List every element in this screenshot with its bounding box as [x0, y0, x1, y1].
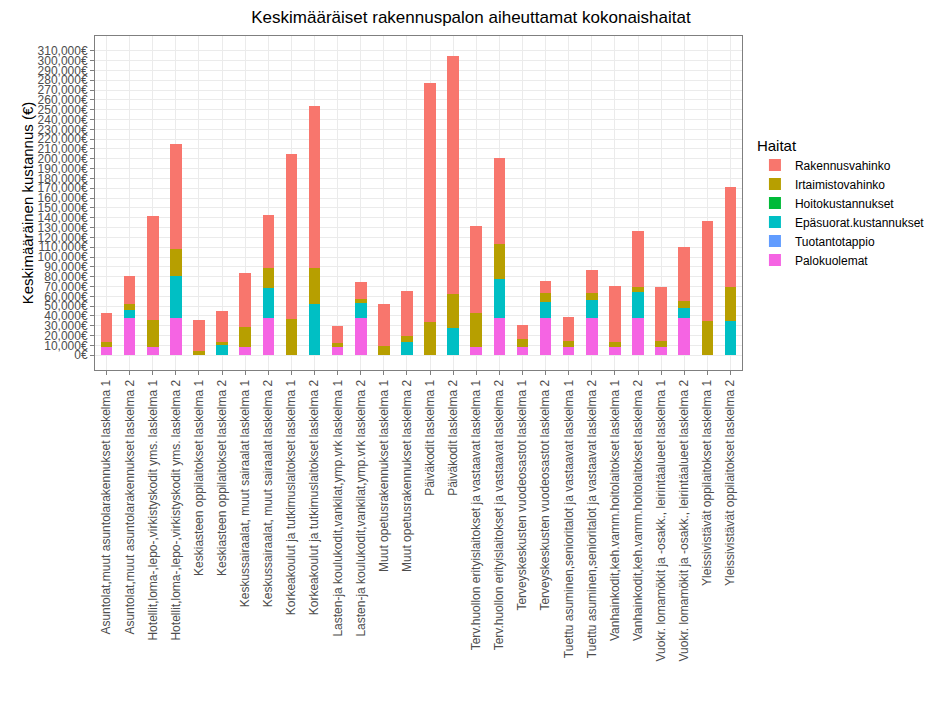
- svg-text:120,000€: 120,000€: [38, 231, 88, 245]
- svg-text:30,000€: 30,000€: [44, 319, 88, 333]
- svg-text:170,000€: 170,000€: [38, 181, 88, 195]
- svg-text:250,000€: 250,000€: [38, 103, 88, 117]
- svg-text:140,000€: 140,000€: [38, 211, 88, 225]
- svg-text:Hotellit,loma-,lepo-,virkistys: Hotellit,loma-,lepo-,virkistyskodit yms.…: [146, 379, 160, 640]
- svg-text:Tuettu asuminen,senioritalot j: Tuettu asuminen,senioritalot ja vastaava…: [562, 379, 576, 658]
- svg-text:100,000€: 100,000€: [38, 250, 88, 264]
- svg-text:Päiväkodit laskelma 2: Päiväkodit laskelma 2: [446, 379, 460, 495]
- svg-text:Irtaimistovahinko: Irtaimistovahinko: [795, 178, 885, 192]
- svg-text:Vuokr. lomamökit ja -osakk., l: Vuokr. lomamökit ja -osakk., leirintäalu…: [677, 379, 691, 661]
- svg-text:Terveyskeskusten vuodeosastot: Terveyskeskusten vuodeosastot laskelma 1: [515, 379, 529, 610]
- svg-text:40,000€: 40,000€: [44, 309, 88, 323]
- svg-text:90,000€: 90,000€: [44, 260, 88, 274]
- svg-text:Vuokr. lomamökit ja -osakk., l: Vuokr. lomamökit ja -osakk., leirintäalu…: [654, 379, 668, 661]
- svg-text:Keskiasteen oppilaitokset lask: Keskiasteen oppilaitokset laskelma 2: [215, 379, 229, 575]
- svg-text:Keskimääräiset rakennuspalon a: Keskimääräiset rakennuspalon aiheuttamat…: [251, 8, 691, 27]
- svg-text:Korkeakoulut ja tutkimuslaitok: Korkeakoulut ja tutkimuslaitokset laskel…: [307, 379, 321, 615]
- svg-text:Vanhainkodit,keh.vamm.hoitolai: Vanhainkodit,keh.vamm.hoitolaitokset las…: [631, 379, 645, 641]
- svg-text:Keskussairaalat, muut sairaala: Keskussairaalat, muut sairaalat laskelma…: [261, 379, 275, 607]
- svg-text:Haitat: Haitat: [757, 137, 797, 154]
- svg-text:Korkeakoulut ja tutkimuslaitok: Korkeakoulut ja tutkimuslaitokset laskel…: [284, 379, 298, 615]
- svg-text:Palokuolemat: Palokuolemat: [795, 254, 868, 268]
- svg-text:200,000€: 200,000€: [38, 152, 88, 166]
- svg-text:Yleissivistävät oppilaitokset: Yleissivistävät oppilaitokset laskelma 2: [723, 379, 737, 585]
- svg-text:Lasten-ja koulukodit,vankilat,: Lasten-ja koulukodit,vankilat,ymp.vrk la…: [331, 379, 345, 636]
- svg-text:Epäsuorat.kustannukset: Epäsuorat.kustannukset: [795, 216, 924, 230]
- svg-text:270,000€: 270,000€: [38, 83, 88, 97]
- svg-text:210,000€: 210,000€: [38, 142, 88, 156]
- svg-text:Tuotantotappio: Tuotantotappio: [795, 235, 875, 249]
- svg-text:Muut opetusrakennukset laskelm: Muut opetusrakennukset laskelma 2: [400, 379, 414, 571]
- svg-text:Tuettu asuminen,senioritalot j: Tuettu asuminen,senioritalot ja vastaava…: [585, 379, 599, 658]
- svg-text:Lasten-ja koulukodit,vankilat,: Lasten-ja koulukodit,vankilat,ymp.vrk la…: [354, 379, 368, 636]
- svg-text:290,000€: 290,000€: [38, 64, 88, 78]
- svg-text:300,000€: 300,000€: [38, 54, 88, 68]
- svg-text:Päiväkodit laskelma 1: Päiväkodit laskelma 1: [423, 379, 437, 495]
- svg-text:Yleissivistävät oppilaitokset: Yleissivistävät oppilaitokset laskelma 1: [700, 379, 714, 585]
- svg-text:10,000€: 10,000€: [44, 339, 88, 353]
- svg-text:Terv.huollon erityislaitokset: Terv.huollon erityislaitokset ja vastaav…: [469, 379, 483, 650]
- svg-text:230,000€: 230,000€: [38, 123, 88, 137]
- svg-text:160,000€: 160,000€: [38, 191, 88, 205]
- svg-text:0€: 0€: [74, 348, 88, 362]
- svg-text:Hotellit,loma-,lepo-,virkistys: Hotellit,loma-,lepo-,virkistyskodit yms.…: [169, 379, 183, 640]
- svg-text:60,000€: 60,000€: [44, 290, 88, 304]
- svg-text:20,000€: 20,000€: [44, 329, 88, 343]
- svg-text:130,000€: 130,000€: [38, 221, 88, 235]
- svg-text:Keskimääräinen kustannus (€): Keskimääräinen kustannus (€): [19, 102, 36, 305]
- svg-text:280,000€: 280,000€: [38, 73, 88, 87]
- svg-text:50,000€: 50,000€: [44, 299, 88, 313]
- svg-text:Muut opetusrakennukset laskelm: Muut opetusrakennukset laskelma 1: [377, 379, 391, 571]
- svg-text:310,000€: 310,000€: [38, 44, 88, 58]
- svg-text:Terveyskeskusten vuodeosastot: Terveyskeskusten vuodeosastot laskelma 2: [538, 379, 552, 610]
- svg-text:260,000€: 260,000€: [38, 93, 88, 107]
- svg-text:Vanhainkodit,keh.vamm.hoitolai: Vanhainkodit,keh.vamm.hoitolaitokset las…: [608, 379, 622, 641]
- svg-text:Keskussairaalat, muut sairaala: Keskussairaalat, muut sairaalat laskelma…: [238, 379, 252, 607]
- svg-text:70,000€: 70,000€: [44, 280, 88, 294]
- svg-text:110,000€: 110,000€: [38, 240, 87, 254]
- svg-text:Asuntolat,muut asuntolarakennu: Asuntolat,muut asuntolarakennukset laske…: [123, 379, 137, 634]
- svg-text:190,000€: 190,000€: [38, 162, 88, 176]
- svg-text:240,000€: 240,000€: [38, 113, 88, 127]
- svg-text:Keskiasteen oppilaitokset lask: Keskiasteen oppilaitokset laskelma 1: [192, 379, 206, 575]
- svg-text:180,000€: 180,000€: [38, 172, 88, 186]
- svg-text:Hoitokustannukset: Hoitokustannukset: [795, 197, 894, 211]
- svg-text:Asuntolat,muut asuntolarakennu: Asuntolat,muut asuntolarakennukset laske…: [99, 379, 113, 634]
- svg-text:Terv.huollon erityislaitokset: Terv.huollon erityislaitokset ja vastaav…: [492, 379, 506, 650]
- svg-text:Rakennusvahinko: Rakennusvahinko: [795, 159, 891, 173]
- svg-text:80,000€: 80,000€: [44, 270, 88, 284]
- svg-text:150,000€: 150,000€: [38, 201, 88, 215]
- svg-text:220,000€: 220,000€: [38, 132, 88, 146]
